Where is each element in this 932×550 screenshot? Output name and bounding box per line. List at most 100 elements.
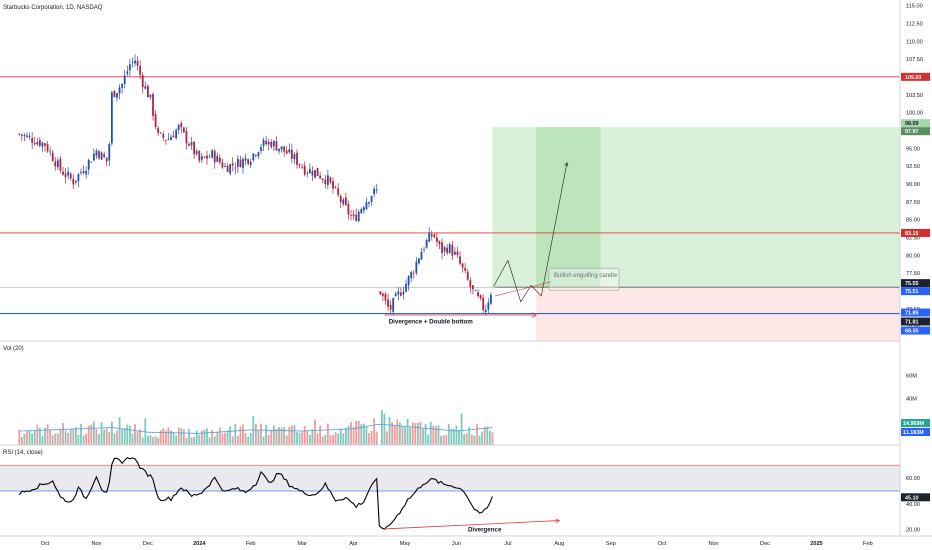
volume-bar (270, 430, 273, 445)
volume-bar (450, 429, 453, 445)
rsi-divergence-label: Divergence (468, 526, 502, 533)
candle-body (319, 175, 322, 179)
volume-bar (167, 427, 170, 445)
candle-body (229, 164, 232, 174)
volume-bar (342, 433, 345, 445)
candle-body (466, 271, 469, 280)
candle-body (177, 125, 180, 130)
volume-bar (216, 431, 219, 445)
volume-bar (154, 436, 157, 445)
price-tags: 105.03 83.15 98.09 97.97 75.55 75.51 71.85 71.8… (901, 72, 930, 335)
candle-body (347, 204, 350, 215)
candle-body (435, 237, 438, 242)
volume-bar (370, 431, 373, 445)
volume-bar (56, 433, 59, 445)
volume-bar (105, 428, 108, 445)
rsi-line (18, 456, 493, 530)
candle-body (20, 134, 23, 136)
candle-body (72, 178, 75, 185)
volume-bar (388, 417, 391, 445)
candle-body (298, 164, 301, 166)
candle-body (54, 161, 57, 167)
rsi-band (0, 465, 900, 491)
projection-path (493, 161, 569, 303)
candle-body (288, 149, 291, 153)
volume-bar (437, 425, 440, 445)
volume-bar (20, 436, 23, 445)
time-axis-tick: Nov (709, 541, 719, 547)
time-axis[interactable]: Oct Nov Dec 2024 Feb Mar Apr May Jun Jul Aug Sep Oct… (41, 541, 873, 547)
volume-bar (332, 434, 334, 445)
volume-bar (36, 424, 39, 445)
volume-pane[interactable] (18, 410, 494, 445)
volume-bar (31, 433, 34, 445)
time-axis-tick: Dec (760, 541, 770, 547)
volume-bar (285, 435, 288, 445)
rsi-tag: 45.10 (905, 495, 919, 501)
time-axis-tick: Dec (143, 541, 153, 547)
volume-bar (126, 424, 129, 445)
candle-body (87, 159, 90, 170)
candle-body (433, 234, 436, 238)
level-tag: 105.03 (905, 75, 922, 81)
volume-axis-tick: 60M (906, 373, 917, 379)
candle-body (249, 162, 252, 165)
position-tag-bg (901, 287, 930, 296)
volume-bar (121, 429, 124, 445)
candle-body (280, 146, 283, 150)
rsi-axis[interactable]: 60.00 40.00 20.00 45.10 (901, 476, 930, 534)
candle-body (128, 64, 131, 71)
candle-body (77, 173, 80, 181)
candle-body (26, 135, 28, 137)
candle-body (487, 302, 490, 310)
candle-body (360, 209, 363, 213)
rsi-divergence-arrow (384, 520, 560, 530)
volume-bar (319, 425, 322, 445)
volume-bar (206, 428, 208, 445)
position-tag-bg (901, 119, 930, 128)
candle-body (489, 294, 492, 304)
volume-bar (85, 433, 88, 445)
price-axis-tick: 102.50 (906, 93, 923, 99)
volume-bar (213, 436, 216, 445)
volume-bar (296, 432, 298, 445)
projection-line (493, 162, 568, 303)
volume-bar (383, 413, 386, 445)
candle-body (451, 244, 454, 256)
volume-bar (360, 424, 363, 445)
candle-body (38, 139, 41, 146)
volume-bar (440, 436, 442, 445)
position-tag: 71.85 (905, 311, 919, 317)
candle-body (384, 294, 387, 301)
volume-bar (311, 429, 314, 445)
volume-bar (280, 427, 283, 445)
volume-bar (95, 429, 98, 445)
candle-body (278, 148, 280, 152)
candle-body (180, 123, 183, 128)
volume-bar (483, 426, 486, 445)
candle-body (175, 129, 178, 139)
position-tag: 71.81 (905, 320, 919, 326)
candle-body (69, 173, 72, 179)
candle-body (453, 251, 456, 255)
volume-bar (198, 434, 201, 445)
candle-body (342, 199, 345, 205)
candle-body (234, 167, 237, 169)
candle-body (329, 177, 332, 183)
volume-bar (337, 433, 340, 445)
volume-bar (33, 430, 36, 445)
volume-bar (476, 423, 478, 445)
volume-bar (458, 430, 460, 445)
volume-bar (110, 421, 113, 445)
candle-body (410, 272, 413, 279)
price-pane[interactable]: Divergence + Double bottom Bullish engulf… (0, 54, 900, 341)
volume-bar (90, 424, 93, 445)
volume-bar (247, 436, 250, 445)
time-axis-tick: May (400, 541, 411, 547)
candle-body (110, 92, 113, 144)
volume-bar (262, 436, 265, 445)
rsi-pane[interactable]: Divergence (0, 456, 900, 534)
candle-body (407, 276, 410, 286)
volume-bar (100, 422, 103, 445)
